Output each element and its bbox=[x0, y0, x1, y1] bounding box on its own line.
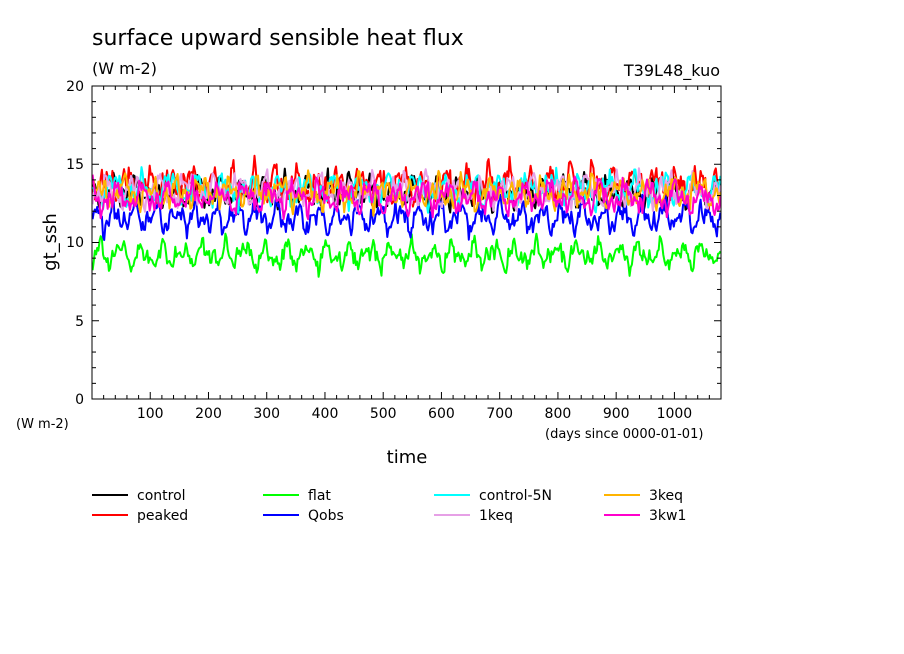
legend-label-flat: flat bbox=[308, 488, 331, 504]
x-tick-label-200: 200 bbox=[195, 406, 222, 422]
legend-label-control: control bbox=[137, 488, 186, 504]
legend-label-peaked: peaked bbox=[137, 508, 188, 524]
x-tick-label-900: 900 bbox=[603, 406, 630, 422]
legend-label-control-5n: control-5N bbox=[479, 488, 552, 504]
axis-ticks bbox=[91, 85, 722, 400]
series-line-flat bbox=[91, 232, 722, 278]
legend-label-1keq: 1keq bbox=[479, 508, 513, 524]
series-line-control-5n bbox=[91, 166, 722, 214]
series-line-1keq bbox=[91, 167, 722, 213]
legend: control peaked flat Qobs control-5N 1keq… bbox=[92, 488, 686, 524]
x-tick-label-400: 400 bbox=[312, 406, 339, 422]
legend-label-qobs: Qobs bbox=[308, 508, 344, 524]
series-line-3keq bbox=[91, 169, 722, 217]
chart-title: surface upward sensible heat flux bbox=[92, 26, 464, 51]
x-axis-label: time bbox=[387, 447, 428, 468]
chart-subtitle: (W m-2) bbox=[92, 59, 157, 78]
x-tick-label-100: 100 bbox=[137, 406, 164, 422]
series-lines bbox=[91, 154, 722, 278]
y-tick-label-10: 10 bbox=[66, 235, 84, 251]
x-axis-unit: (days since 0000-01-01) bbox=[545, 427, 703, 442]
x-tick-label-300: 300 bbox=[253, 406, 280, 422]
y-tick-label-5: 5 bbox=[75, 314, 84, 330]
y-axis-label: gt_ssh bbox=[40, 213, 61, 271]
legend-label-3keq: 3keq bbox=[649, 488, 683, 504]
series-line-3kw1 bbox=[91, 174, 722, 221]
x-tick-label-500: 500 bbox=[370, 406, 397, 422]
x-tick-label-600: 600 bbox=[428, 406, 455, 422]
x-tick-label-800: 800 bbox=[545, 406, 572, 422]
x-tick-label-700: 700 bbox=[486, 406, 513, 422]
y-tick-label-0: 0 bbox=[75, 392, 84, 408]
y-axis-unit: (W m-2) bbox=[16, 417, 69, 432]
x-tick-label-1000: 1000 bbox=[657, 406, 693, 422]
y-tick-label-20: 20 bbox=[66, 79, 84, 95]
experiment-label: T39L48_kuo bbox=[623, 61, 720, 81]
legend-label-3kw1: 3kw1 bbox=[649, 508, 686, 524]
y-tick-label-15: 15 bbox=[66, 157, 84, 173]
